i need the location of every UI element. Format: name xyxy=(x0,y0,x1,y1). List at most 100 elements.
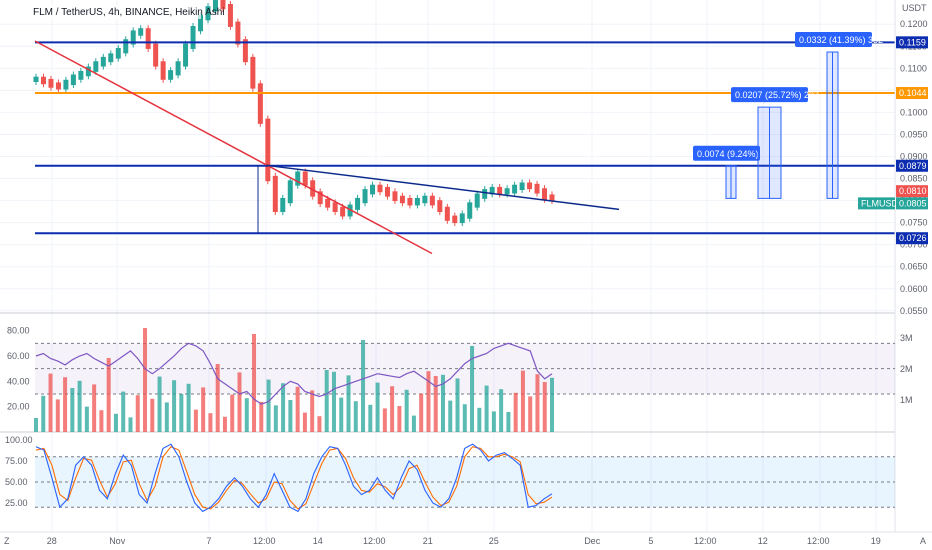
price-tag xyxy=(896,159,928,172)
descending-trend-line[interactable] xyxy=(34,40,433,255)
candle-body xyxy=(527,182,533,190)
volume-bar xyxy=(528,396,533,432)
price-tick-label: 0.1100 xyxy=(900,63,927,73)
price-tick-label: 0.0900 xyxy=(900,152,928,162)
volume-bar xyxy=(448,400,453,432)
volume-bar xyxy=(215,364,220,432)
price-tag xyxy=(896,232,928,245)
candle-body xyxy=(392,191,398,202)
time-tick-label: 12:00 xyxy=(363,536,386,546)
main-price-pane[interactable]: 0.0074 (9.24%) 74 0.0207 (25.72%) 207 0.03… xyxy=(33,0,896,255)
candle-body xyxy=(235,21,241,45)
volume-bar xyxy=(506,412,511,432)
candle-body xyxy=(78,70,84,80)
candle-body xyxy=(145,28,151,49)
volume-bar xyxy=(77,380,82,432)
price-tick-label: 0.0750 xyxy=(900,218,928,228)
volume-bar xyxy=(288,400,293,432)
volume-bar xyxy=(113,413,118,432)
candle-body xyxy=(175,61,181,76)
volume-bar xyxy=(550,377,554,432)
candle-body xyxy=(130,30,136,45)
auto-scale-button[interactable]: A xyxy=(920,536,926,546)
price-tick-label: 0.0700 xyxy=(900,240,928,250)
measure-callout-text: 0.0207 (25.72%) 207 xyxy=(735,90,819,100)
volume-bar xyxy=(150,398,155,432)
price-tick-label: 0.0950 xyxy=(900,129,928,139)
candle-body xyxy=(437,200,443,213)
measure-callout-text: 0.0332 (41.39%) 332 xyxy=(799,35,883,45)
volume-bar xyxy=(542,382,547,432)
zoom-button[interactable]: Z xyxy=(4,536,10,546)
volume-bar xyxy=(273,405,278,432)
price-axis[interactable]: 0.12000.11500.11000.10500.10000.09500.09… xyxy=(858,19,928,316)
candle-body xyxy=(302,171,308,186)
price-tag-text: FLMUSDT xyxy=(861,198,904,208)
time-tick-label: 14 xyxy=(313,536,323,546)
volume-bar xyxy=(346,375,351,432)
candle-body xyxy=(407,197,413,206)
time-tick-label: Dec xyxy=(584,536,601,546)
volume-bar xyxy=(499,389,504,432)
resistance-trend-line[interactable] xyxy=(265,164,620,211)
stoch-k-line xyxy=(35,443,553,513)
volume-bar xyxy=(353,401,358,432)
volume-bar xyxy=(252,334,257,432)
price-tick-label: 0.1000 xyxy=(900,107,928,117)
volume-bar xyxy=(390,386,395,432)
volume-bar xyxy=(339,397,344,432)
stoch-rsi-pane[interactable]: 100.00 75.00 50.00 25.00 xyxy=(5,435,895,513)
candle-body xyxy=(310,180,316,197)
volume-bar xyxy=(186,383,191,432)
candle-body xyxy=(325,198,331,208)
candle-body xyxy=(115,48,121,59)
candle-body xyxy=(467,202,473,219)
candle-body xyxy=(482,189,488,199)
candle-body xyxy=(63,79,69,90)
volume-bar xyxy=(121,391,126,432)
volume-bar xyxy=(317,416,322,432)
volume-bar xyxy=(41,395,46,432)
time-tick-label: 25 xyxy=(489,536,499,546)
volume-rsi-pane[interactable]: 80.00 60.00 40.00 20.00 3M 2M 1M xyxy=(7,326,913,432)
price-tag xyxy=(896,197,928,210)
price-axis-unit: USDT xyxy=(902,3,927,13)
volume-bar xyxy=(172,380,177,432)
volume-bar xyxy=(266,379,271,432)
volume-bar xyxy=(193,409,198,432)
volume-bar xyxy=(411,415,416,432)
volume-bar xyxy=(455,378,460,432)
time-tick-label: 12 xyxy=(758,536,768,546)
volume-bar xyxy=(331,371,336,432)
price-tag xyxy=(896,36,928,49)
candle-body xyxy=(287,180,293,204)
time-tick-label: 12:00 xyxy=(694,536,717,546)
candle-body xyxy=(242,39,248,63)
rsi-line xyxy=(35,342,553,405)
measure-callout[interactable] xyxy=(795,32,872,48)
candle-body xyxy=(355,197,361,210)
candle-body xyxy=(422,195,428,204)
candle-body xyxy=(362,189,368,204)
candle-body xyxy=(384,186,390,197)
candle-body xyxy=(347,204,353,217)
stoch-tick-label: 75.00 xyxy=(5,456,28,466)
candle-body xyxy=(370,184,376,195)
measure-callout[interactable] xyxy=(693,145,760,161)
measure-callout-text: 0.0074 (9.24%) 74 xyxy=(697,149,771,159)
time-tick-label: 28 xyxy=(47,536,57,546)
time-tick-label: 12:00 xyxy=(807,536,830,546)
time-axis[interactable]: 28 Nov 7 12:00 14 12:00 21 25 Dec 5 12:00 12 12:00 19 xyxy=(47,536,881,546)
volume-bar xyxy=(164,402,169,432)
volume-bar xyxy=(222,416,227,432)
volume-bar xyxy=(63,377,68,432)
candle-body xyxy=(444,206,450,221)
volume-bar xyxy=(397,406,402,432)
volume-bar xyxy=(295,386,300,432)
measure-callout[interactable] xyxy=(731,87,808,103)
volume-bar xyxy=(433,376,438,432)
volume-bar xyxy=(70,388,75,432)
volume-bar xyxy=(48,373,53,432)
candle-body xyxy=(452,215,458,224)
